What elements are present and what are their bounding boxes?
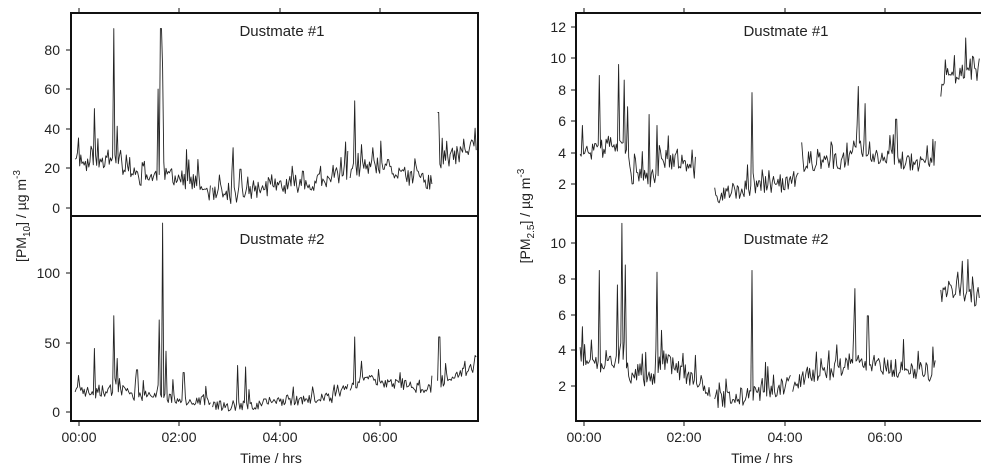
y-axis: 2 4 6 8 10 bbox=[550, 235, 576, 394]
panel-right-bottom: 2 4 6 8 10 00:00 02:00 04:00 06:00 Dustm… bbox=[550, 215, 981, 445]
plot-frame bbox=[575, 12, 981, 217]
y-axis: 0 20 40 60 80 bbox=[44, 42, 71, 216]
panel-title: Dustmate #1 bbox=[239, 23, 324, 40]
series-line-pm25-dustmate-2 bbox=[579, 222, 980, 409]
panel-left-bottom: 0 50 100 00:00 02:00 04:00 06:00 Dustmat… bbox=[37, 215, 479, 445]
series-line-pm10-dustmate-1 bbox=[74, 28, 477, 205]
x-axis: 00:00 02:00 04:00 06:00 bbox=[61, 421, 398, 445]
series-line-pm10-dustmate-2 bbox=[74, 222, 477, 412]
y-tick-label: 10 bbox=[550, 235, 566, 251]
x-axis-title-left: Time / hrs bbox=[240, 450, 302, 466]
x-tick-label: 00:00 bbox=[566, 429, 601, 445]
x-tick-label: 06:00 bbox=[867, 429, 902, 445]
x-tick-label: 00:00 bbox=[61, 429, 96, 445]
y-axis: 2 4 6 8 10 12 bbox=[550, 19, 576, 192]
y-tick-label: 2 bbox=[558, 378, 566, 394]
x-tick-label: 02:00 bbox=[666, 429, 701, 445]
y-tick-label: 4 bbox=[558, 145, 566, 161]
panel-left-top: 0 20 40 60 80 Dustmate #1 bbox=[44, 8, 479, 217]
x-axis: 00:00 02:00 04:00 06:00 bbox=[566, 421, 903, 445]
y-tick-label: 50 bbox=[44, 335, 60, 351]
x-tick-label: 02:00 bbox=[161, 429, 196, 445]
y-tick-label: 0 bbox=[52, 404, 60, 420]
x-tick-label: 04:00 bbox=[767, 429, 802, 445]
y-tick-label: 40 bbox=[44, 121, 60, 137]
panel-title: Dustmate #1 bbox=[743, 23, 828, 40]
y-tick-label: 10 bbox=[550, 50, 566, 66]
y-tick-label: 6 bbox=[558, 113, 566, 129]
y-axis-title-pm25: [PM2.5] / µg m-3 bbox=[516, 168, 537, 263]
y-tick-label: 4 bbox=[558, 342, 566, 358]
y-tick-label: 12 bbox=[550, 19, 566, 35]
y-tick-label: 60 bbox=[44, 81, 60, 97]
x-axis-ticks-top bbox=[78, 8, 381, 13]
x-axis-ticks-top bbox=[583, 8, 886, 13]
y-tick-label: 100 bbox=[37, 265, 61, 281]
y-tick-label: 8 bbox=[558, 271, 566, 287]
y-tick-label: 2 bbox=[558, 176, 566, 192]
y-tick-label: 0 bbox=[52, 200, 60, 216]
plot-frame bbox=[70, 215, 479, 422]
y-axis-title-pm10: [PM10] / µg m-3 bbox=[12, 170, 33, 262]
x-tick-label: 04:00 bbox=[262, 429, 297, 445]
x-tick-label: 06:00 bbox=[362, 429, 397, 445]
panel-title: Dustmate #2 bbox=[239, 231, 324, 248]
panel-right-top: 2 4 6 8 10 12 Dustmate #1 bbox=[550, 8, 981, 217]
panel-title: Dustmate #2 bbox=[743, 231, 828, 248]
plot-frame bbox=[575, 215, 981, 422]
y-tick-label: 8 bbox=[558, 82, 566, 98]
y-axis: 0 50 100 bbox=[37, 265, 71, 420]
y-tick-label: 6 bbox=[558, 307, 566, 323]
y-tick-label: 80 bbox=[44, 42, 60, 58]
y-tick-label: 20 bbox=[44, 160, 60, 176]
series-line-pm25-dustmate-1 bbox=[579, 37, 980, 204]
x-axis-title-right: Time / hrs bbox=[731, 450, 793, 466]
